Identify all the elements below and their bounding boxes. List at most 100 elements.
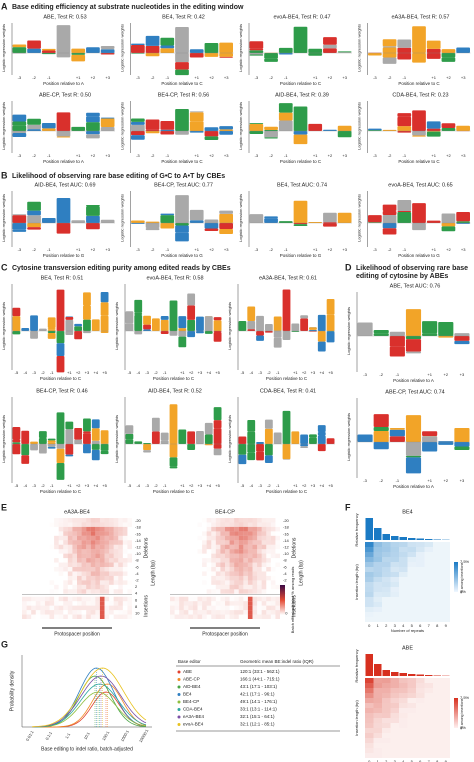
heatmap-cell <box>220 526 225 532</box>
heatmap-cell <box>207 567 212 571</box>
logo-letter <box>160 45 175 49</box>
x-tick-label: -3 <box>373 153 377 158</box>
heat-cell <box>433 693 442 698</box>
heatmap-cell <box>77 558 82 563</box>
heat-cell <box>399 733 408 738</box>
heatmap-cell <box>27 518 32 522</box>
heatmap-cell <box>220 580 225 585</box>
heat-cell <box>407 678 416 683</box>
heat-cell <box>424 688 433 693</box>
y-tick-label: -14 <box>283 538 290 543</box>
logo-letter <box>56 331 65 344</box>
heat-cell <box>441 743 450 748</box>
cbar-max: 7.5% <box>460 695 470 700</box>
heatmap-cell <box>243 597 248 601</box>
heatmap-cell <box>215 575 221 581</box>
heatmap-cell <box>188 518 193 522</box>
logo-letter <box>125 323 134 331</box>
heat-cell <box>416 703 425 708</box>
logo-letter <box>47 331 56 333</box>
heatmap-cell <box>109 544 114 550</box>
heatmap-cell <box>257 553 262 559</box>
heatmap-cell <box>220 575 225 581</box>
heatmap-cell <box>184 536 189 540</box>
heatmap-cell <box>99 549 105 554</box>
panel-title: Likelihood of observing rare base <box>356 265 468 272</box>
heatmap-cell <box>179 580 184 584</box>
logo-letter <box>145 119 160 130</box>
heatmap-cell <box>243 526 248 532</box>
logo-letter <box>56 412 65 444</box>
heatmap-cell <box>77 596 82 602</box>
heatmap-cell <box>170 554 175 558</box>
heatmap-cell <box>234 584 239 590</box>
heatmap-cell <box>27 549 32 553</box>
heatmap-cell <box>247 522 253 527</box>
heatmap-cell <box>63 549 68 554</box>
heatmap-cell <box>54 601 59 605</box>
heatmap-cell <box>202 596 207 602</box>
heatmap-cell <box>45 527 50 531</box>
heatmap-cell <box>113 589 119 594</box>
heat-cell <box>373 748 382 753</box>
heatmap-cell <box>234 558 239 563</box>
logo-letter <box>249 123 264 125</box>
logo-letter <box>160 129 175 131</box>
y-axis-label: Logistic regression weights <box>357 102 362 150</box>
x-tick-label: +3 <box>342 247 347 252</box>
logo-letter <box>175 131 189 135</box>
heatmap-cell <box>179 589 184 593</box>
heat-cell <box>407 723 416 728</box>
logo-letter <box>308 53 323 56</box>
heat-cell <box>441 698 450 703</box>
heatmap-cell <box>127 615 132 619</box>
heat-cell <box>416 552 425 557</box>
heatmap-cell <box>202 536 207 540</box>
heatmap-cell <box>170 531 175 535</box>
logo-letter <box>21 430 30 444</box>
logo-letter <box>204 127 219 131</box>
x-tick-label: 5 <box>411 759 414 762</box>
heatmap-cell <box>31 605 36 611</box>
heatmap-cell <box>170 596 175 602</box>
x-tick-label: -5 <box>241 483 245 488</box>
heatmap-cell <box>170 585 175 589</box>
heatmap-cell <box>123 522 128 526</box>
heatmap-cell <box>90 567 96 572</box>
logo-letter <box>213 317 222 321</box>
heatmap-cell <box>229 610 235 615</box>
heatmap-cell <box>188 589 193 593</box>
heat-cell <box>416 562 425 567</box>
x-tick-label: +1 <box>431 247 436 252</box>
heatmap-cell <box>252 589 258 594</box>
heatmap-cell <box>81 571 87 576</box>
heatmap-cell <box>72 610 77 615</box>
logo-letter <box>300 315 309 319</box>
heatmap-cell <box>270 605 276 611</box>
logo-letter <box>382 47 397 53</box>
x-tick-label: -3 <box>255 153 259 158</box>
heatmap-cell <box>271 563 276 567</box>
x-tick-label: -1 <box>47 247 51 252</box>
heatmap-cell <box>271 615 276 619</box>
heatmap-cell <box>54 610 59 615</box>
heatmap-cell <box>229 549 235 554</box>
heatmap-cell <box>77 522 82 527</box>
heatmap-cell <box>113 549 119 554</box>
heatmap-cell <box>188 549 193 553</box>
insertions-label: Insertions <box>143 595 149 617</box>
heatmap-cell <box>36 554 41 558</box>
logo-letter <box>175 62 189 70</box>
heat-cell <box>382 688 391 693</box>
heatmap-cell <box>225 580 230 585</box>
logo-letter <box>100 430 109 444</box>
heatmap-cell <box>72 544 77 550</box>
heatmap-cell <box>266 526 271 532</box>
x-tick-label: -3 <box>258 483 262 488</box>
heatmap-cell <box>257 562 262 567</box>
logo-letter <box>454 428 470 442</box>
heatmap-cell <box>122 526 128 532</box>
heat-cell <box>365 592 374 597</box>
logo-letter <box>405 336 422 340</box>
x-tick-label: -1 <box>50 483 54 488</box>
